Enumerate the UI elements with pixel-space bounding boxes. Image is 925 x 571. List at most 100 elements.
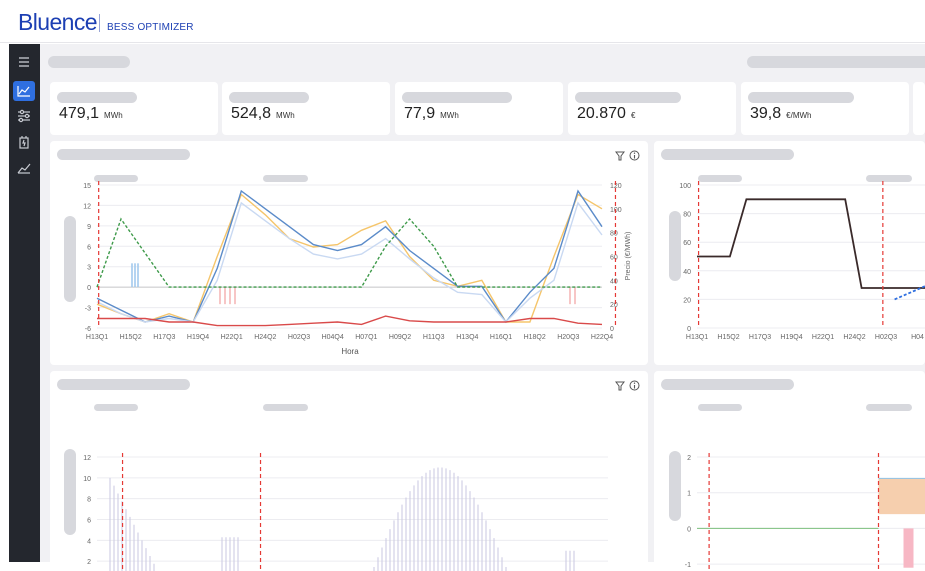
kpi-value-container: 39,8 €/MWh <box>750 105 811 123</box>
y-tick-label: 60 <box>683 240 691 247</box>
y-tick-label: 1 <box>687 491 691 498</box>
line-chart-icon <box>13 158 35 178</box>
x-tick-label: H02Q3 <box>875 334 897 341</box>
x-tick-label: H16Q1 <box>490 334 512 341</box>
x-tick-label: H22Q4 <box>591 334 613 341</box>
logo-separator <box>99 14 100 32</box>
x-axis-title: Hora <box>341 347 359 356</box>
kpi-value-container: 77,9 MWh <box>404 105 459 123</box>
kpi-value: 20.870 <box>577 105 626 122</box>
top-bar: Bluence BESS OPTIMIZER <box>0 0 925 43</box>
sidebar-item-battery[interactable] <box>13 132 35 152</box>
kpi-unit: € <box>631 111 635 120</box>
kpi-value-container: 524,8 MWh <box>231 105 295 123</box>
y-right-tick-label: 20 <box>610 302 618 309</box>
y-right-axis-title: Precio (€/MWh) <box>625 232 632 281</box>
product-name: BESS OPTIMIZER <box>107 22 194 33</box>
sidebar-item-analytics[interactable] <box>13 158 35 178</box>
kpi-label-placeholder <box>57 92 137 103</box>
series-line <box>97 195 602 323</box>
y-tick-label: 40 <box>683 269 691 276</box>
chart-card: 121086420 <box>50 371 648 571</box>
x-tick-label: H15Q2 <box>120 334 142 341</box>
x-tick-label: H04Q4 <box>322 334 344 341</box>
battery-icon <box>13 132 35 152</box>
sidebar-item-menu[interactable] <box>13 52 35 72</box>
x-tick-label: H04 <box>911 334 924 341</box>
y-tick-label: 9 <box>87 224 91 231</box>
sliders-icon <box>13 106 35 126</box>
toolbar-placeholder <box>747 56 925 68</box>
brand-logo[interactable]: Bluence <box>18 9 97 36</box>
x-tick-label: H22Q1 <box>221 334 243 341</box>
y-tick-label: 0 <box>87 285 91 292</box>
menu-icon <box>13 52 35 72</box>
chart-card: 2 1 0 -1 <box>654 371 925 571</box>
series-line <box>697 199 925 288</box>
y-tick-label: 15 <box>83 183 91 190</box>
x-tick-label: H02Q3 <box>288 334 310 341</box>
kpi-card-partial <box>913 82 925 135</box>
x-tick-label: H24Q2 <box>843 334 865 341</box>
y-tick-label: -1 <box>685 562 691 569</box>
y-tick-label: 10 <box>83 476 91 483</box>
kpi-unit: €/MWh <box>786 111 811 120</box>
area-chart-icon <box>13 81 35 101</box>
y-tick-label: 100 <box>679 183 691 190</box>
x-tick-label: H17Q3 <box>153 334 175 341</box>
kpi-card: 524,8 MWh <box>222 82 390 135</box>
x-tick-label: H15Q2 <box>717 334 739 341</box>
x-tick-label: H13Q1 <box>686 334 708 341</box>
x-tick-label: H19Q4 <box>187 334 209 341</box>
kpi-card: 39,8 €/MWh <box>741 82 909 135</box>
kpi-value: 524,8 <box>231 105 271 122</box>
x-tick-label: H19Q4 <box>780 334 802 341</box>
y-tick-label: 0 <box>687 526 691 533</box>
sidebar <box>9 44 40 562</box>
x-tick-label: H13Q4 <box>456 334 478 341</box>
y-tick-label: 80 <box>683 212 691 219</box>
chart-plot: 15129630-3-6120100806040200H13Q1H15Q2H17… <box>50 141 648 365</box>
y-right-tick-label: 80 <box>610 231 618 238</box>
x-tick-label: H22Q1 <box>812 334 834 341</box>
y-tick-label: 6 <box>87 518 91 525</box>
y-tick-label: -6 <box>85 326 91 333</box>
chart-plot: 2 1 0 -1 <box>654 371 925 571</box>
kpi-card: 20.870 € <box>568 82 736 135</box>
sidebar-item-dashboard[interactable] <box>13 81 35 101</box>
y-tick-label: 20 <box>683 297 691 304</box>
y-tick-label: 8 <box>87 497 91 504</box>
kpi-label-placeholder <box>402 92 512 103</box>
kpi-unit: MWh <box>440 111 459 120</box>
kpi-label-placeholder <box>575 92 681 103</box>
x-tick-label: H18Q2 <box>524 334 546 341</box>
series-line <box>895 282 925 299</box>
x-tick-label: H11Q3 <box>423 334 445 341</box>
y-tick-label: 2 <box>87 559 91 566</box>
series-line <box>97 203 602 322</box>
y-right-tick-label: 40 <box>610 278 618 285</box>
x-tick-label: H17Q3 <box>749 334 771 341</box>
page-title-placeholder <box>48 56 130 68</box>
y-tick-label: 0 <box>687 326 691 333</box>
kpi-value: 77,9 <box>404 105 435 122</box>
y-tick-label: 2 <box>687 455 691 462</box>
y-tick-label: 12 <box>83 455 91 462</box>
x-tick-label: H13Q1 <box>86 334 108 341</box>
sidebar-item-settings[interactable] <box>13 106 35 126</box>
x-tick-label: H20Q3 <box>557 334 579 341</box>
y-tick-label: 3 <box>87 265 91 272</box>
x-tick-label: H09Q2 <box>389 334 411 341</box>
x-tick-label: H07Q1 <box>355 334 377 341</box>
y-right-tick-label: 60 <box>610 255 618 262</box>
kpi-value-container: 20.870 € <box>577 105 635 123</box>
kpi-label-placeholder <box>748 92 854 103</box>
area-mark <box>879 478 925 514</box>
kpi-value: 479,1 <box>59 105 99 122</box>
kpi-value: 39,8 <box>750 105 781 122</box>
kpi-unit: MWh <box>276 111 295 120</box>
